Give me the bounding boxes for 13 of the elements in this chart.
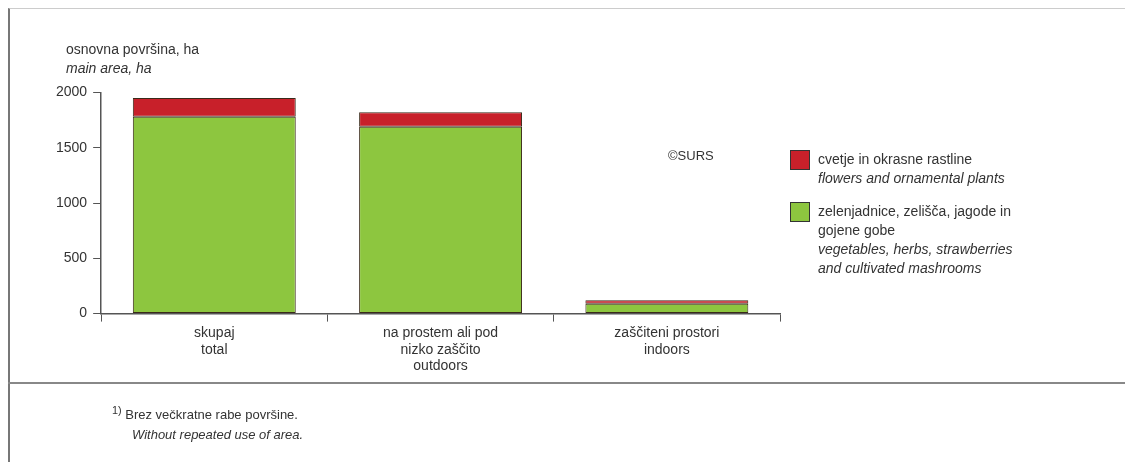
y-tick-label: 500 bbox=[63, 249, 88, 266]
text: $^{1)}$ Brez večkratne rabe površine. Without repeated use of area. bbox=[112, 403, 304, 445]
annotation: ©SURS bbox=[668, 148, 714, 163]
x-tick-label: zaščiteni prostori indoors bbox=[614, 323, 720, 357]
legend-label: cvetje in okrasne rastline flowers and ornamental plants bbox=[818, 150, 1005, 188]
x-tick-label: na prostem ali pod nizko zaščito outdoors bbox=[382, 323, 499, 374]
y-tick-label: 0 bbox=[79, 304, 88, 321]
y-tick-label: 1500 bbox=[55, 138, 88, 155]
y-axis-title: osnovna površina, ha main area, ha bbox=[66, 40, 200, 78]
legend-label: zelenjadnice, zelišča, jagode in gojene gobe vegetables, herbs, strawberries and cultivated mashrooms bbox=[818, 202, 1013, 278]
y-tick-label: 1000 bbox=[55, 193, 88, 210]
y-tick-label: 2000 bbox=[55, 83, 88, 100]
x-tick-label: skupaj total bbox=[194, 323, 235, 357]
